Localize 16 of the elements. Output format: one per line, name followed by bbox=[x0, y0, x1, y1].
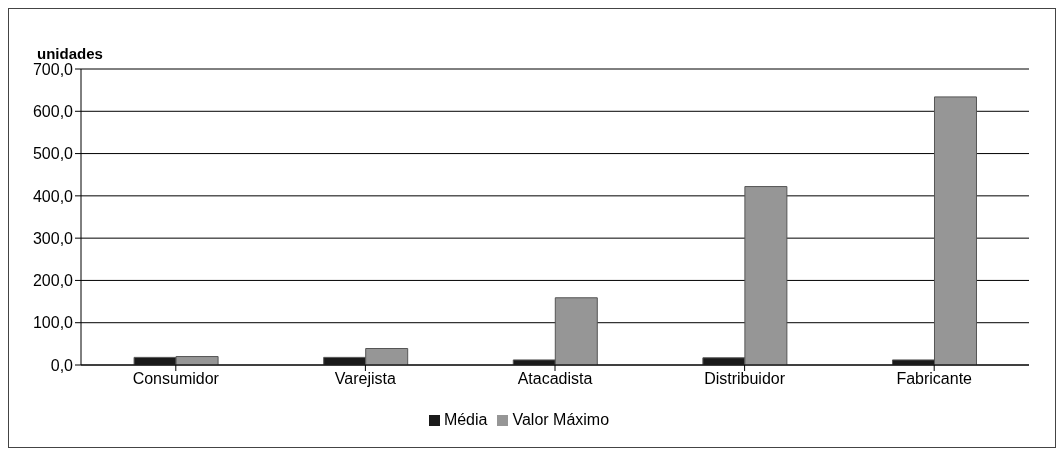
x-tick-label: Varejista bbox=[334, 370, 397, 388]
y-tick-label: 0,0 bbox=[50, 356, 74, 374]
x-tick-label: Fabricante bbox=[896, 370, 973, 388]
y-axis-title: unidades bbox=[37, 45, 103, 62]
x-tick-label: Atacadista bbox=[517, 370, 593, 388]
y-tick-label: 300,0 bbox=[32, 229, 74, 247]
y-tick-label: 100,0 bbox=[32, 314, 74, 332]
legend-label: Média bbox=[443, 411, 488, 428]
x-tick-label: Distribuidor bbox=[704, 370, 786, 388]
legend-label: Valor Máximo bbox=[512, 411, 610, 428]
y-tick-label: 500,0 bbox=[32, 145, 74, 163]
y-tick-label: 400,0 bbox=[32, 187, 74, 205]
y-tick-label: 200,0 bbox=[32, 272, 74, 290]
y-tick-label: 700,0 bbox=[32, 60, 74, 78]
y-tick-label: 600,0 bbox=[32, 102, 74, 120]
x-tick-label: Consumidor bbox=[132, 370, 220, 388]
